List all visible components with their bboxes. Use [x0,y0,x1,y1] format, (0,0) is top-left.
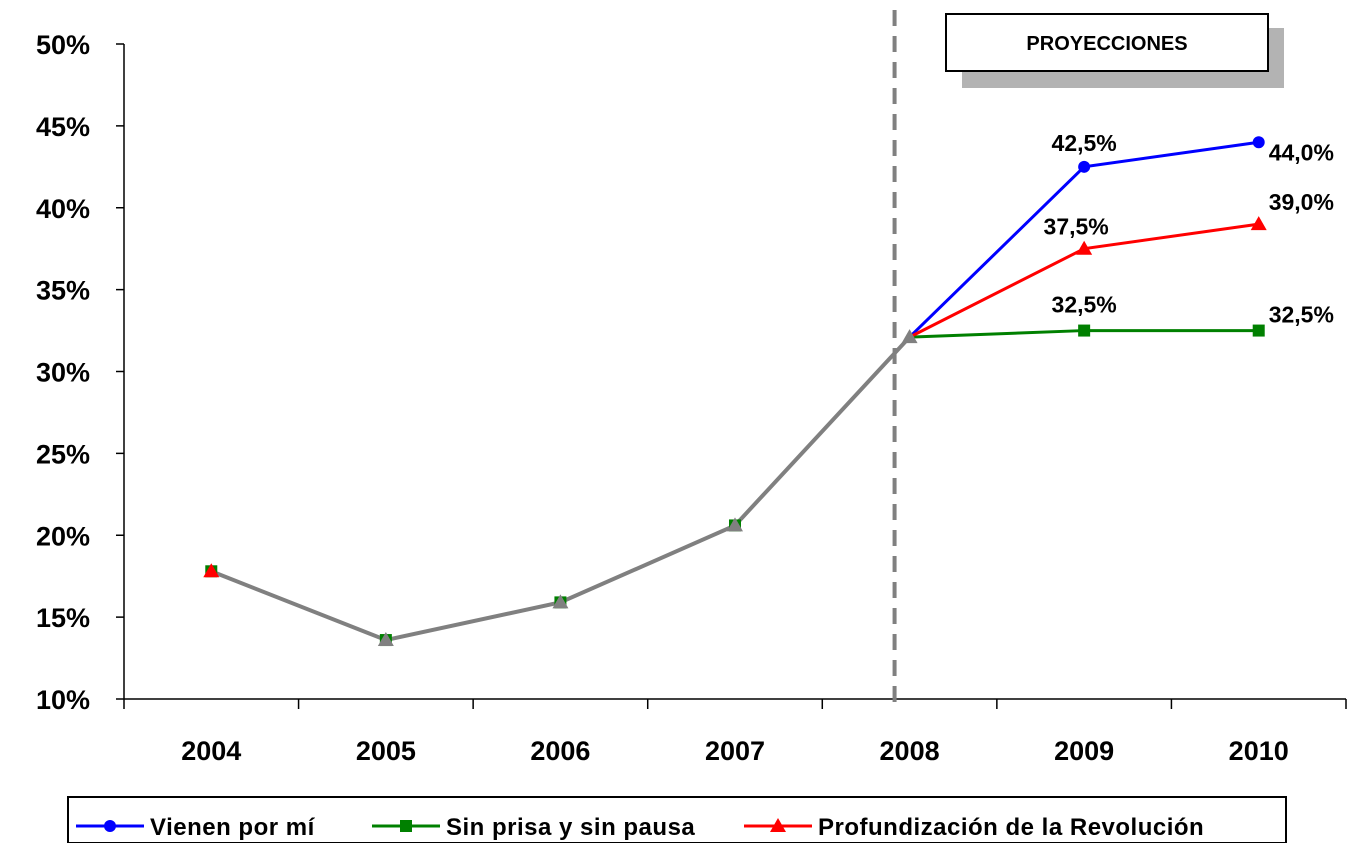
y-tick-label: 50% [36,30,90,60]
legend-frame [67,796,1287,843]
y-tick-label: 30% [36,358,90,388]
legend-swatch-marker [104,820,116,832]
x-tick-label: 2004 [181,736,241,766]
series-markers [203,136,1267,647]
historical-point [901,329,918,344]
data-point [1252,324,1265,337]
data-label: 32,5% [1052,292,1117,318]
y-tick-label: 10% [36,685,90,715]
data-point [1250,216,1267,231]
x-tick-label: 2010 [1229,736,1289,766]
y-tick-label: 15% [36,603,90,633]
y-tick-label: 25% [36,439,90,469]
axes [116,43,1347,709]
projection-box: PROYECCIONES [945,13,1284,88]
legend-label: Vienen por mí [150,814,316,841]
y-tick-label: 45% [36,112,90,142]
legend-swatch-marker [770,818,786,832]
data-label: 32,5% [1269,302,1334,328]
data-point [1078,324,1091,337]
data-label: 42,5% [1052,130,1117,156]
data-point [1078,160,1091,173]
data-point [1252,136,1265,149]
y-tick-label: 40% [36,194,90,224]
legend-label: Sin prisa y sin pausa [446,814,695,841]
data-label: 44,0% [1269,139,1334,165]
historical-point [377,632,394,647]
historical-point [552,594,569,609]
data-labels: 42,5% 44,0% 32,5% 32,5% 37,5% 39,0% [1044,130,1334,328]
x-tick-label: 2007 [705,736,765,766]
x-tick-label: 2008 [880,736,940,766]
y-tick-label: 20% [36,521,90,551]
y-tick-label: 35% [36,276,90,306]
projection-box-label: PROYECCIONES [1026,33,1187,55]
data-point [203,563,220,578]
legend: Vienen por mí Sin prisa y sin pausa Profun… [67,796,1287,843]
x-tick-label: 2009 [1054,736,1114,766]
x-tick-label: 2006 [530,736,590,766]
data-label: 39,0% [1269,189,1334,215]
data-label: 37,5% [1044,214,1109,240]
legend-swatch-marker [400,820,412,832]
projection-box-frame [945,13,1269,72]
tick-labels: 10% 15% 20% 25% 30% 35% 40% 45% 50% 2004 2005 2006 2… [36,30,1289,766]
historical-point [727,517,743,532]
x-tick-label: 2005 [356,736,416,766]
data-point [1076,240,1093,255]
legend-label: Profundización de la Revolución [818,814,1204,841]
